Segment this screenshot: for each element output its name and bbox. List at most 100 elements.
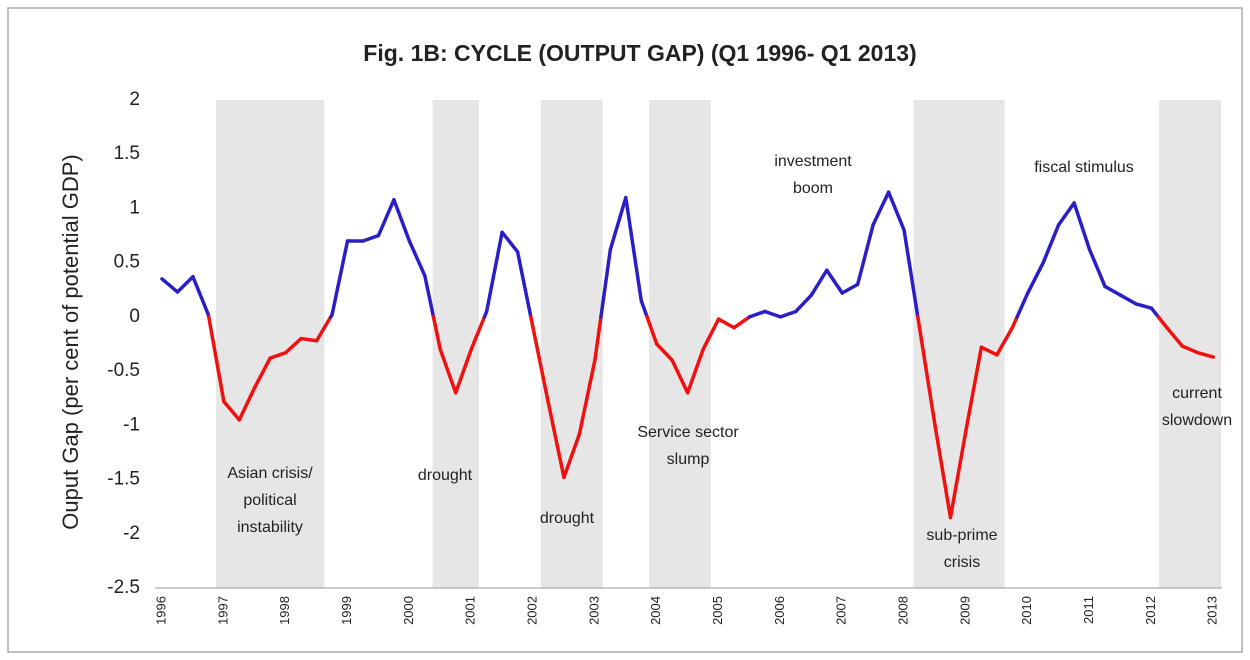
line-segment bbox=[1149, 306, 1161, 319]
x-tick-label: 2005 bbox=[710, 596, 725, 625]
line-segment bbox=[1196, 350, 1216, 359]
line-segment bbox=[809, 268, 829, 297]
shaded-band bbox=[216, 100, 325, 588]
line-segment bbox=[253, 356, 272, 390]
line-segment bbox=[546, 401, 566, 480]
x-tick-label: 2006 bbox=[772, 596, 787, 625]
line-segment bbox=[794, 293, 814, 314]
line-segment bbox=[1118, 293, 1138, 306]
x-tick-label: 1999 bbox=[339, 596, 354, 625]
x-tick-label: 2010 bbox=[1019, 596, 1034, 625]
chart-title: Fig. 1B: CYCLE (OUTPUT GAP) (Q1 1996- Q1… bbox=[363, 40, 916, 66]
line-segment bbox=[747, 309, 767, 319]
line-segment bbox=[948, 429, 968, 520]
line-segment bbox=[995, 325, 1015, 357]
shaded-band bbox=[1159, 100, 1222, 588]
line-segment bbox=[1010, 315, 1019, 330]
line-segment bbox=[423, 273, 436, 319]
annotation: political bbox=[243, 492, 296, 509]
annotation: fiscal stimulus bbox=[1034, 159, 1134, 176]
line-segment bbox=[645, 315, 659, 346]
y-tick-label: 0.5 bbox=[114, 252, 140, 273]
shaded-band bbox=[540, 100, 603, 588]
line-segment bbox=[577, 358, 597, 436]
line-segment bbox=[608, 195, 628, 252]
line-segment bbox=[237, 385, 257, 422]
y-tick-label: -2.5 bbox=[107, 577, 140, 598]
line-segment bbox=[1026, 260, 1045, 295]
shaded-band bbox=[913, 100, 1005, 588]
chart-frame bbox=[7, 7, 1243, 653]
x-tick-label: 2012 bbox=[1143, 596, 1158, 625]
annotation: sub-prime bbox=[926, 527, 997, 544]
line-segment bbox=[964, 345, 984, 433]
line-segment bbox=[886, 190, 906, 232]
y-tick-label: 2 bbox=[129, 89, 140, 110]
annotation: crisis bbox=[944, 554, 980, 571]
y-tick-label: -2 bbox=[123, 523, 140, 544]
line-segment bbox=[1165, 325, 1185, 348]
annotation: investment bbox=[774, 153, 852, 170]
annotation: drought bbox=[418, 467, 473, 484]
line-segment bbox=[685, 347, 705, 395]
line-segment bbox=[407, 239, 427, 278]
x-tick-label: 1996 bbox=[153, 596, 168, 625]
annotation: slump bbox=[667, 451, 710, 468]
line-segment bbox=[871, 190, 891, 227]
line-segment bbox=[979, 345, 999, 357]
x-tick-label: 2002 bbox=[524, 596, 539, 625]
line-segment bbox=[160, 277, 180, 294]
line-segment bbox=[1087, 247, 1107, 289]
x-tick-label: 2004 bbox=[648, 596, 663, 625]
annotation: boom bbox=[793, 180, 833, 197]
line-segment bbox=[376, 198, 396, 238]
line-segment bbox=[917, 325, 937, 428]
line-segment bbox=[1156, 315, 1169, 330]
line-segment bbox=[933, 423, 953, 520]
line-segment bbox=[531, 325, 551, 406]
line-segment bbox=[361, 233, 381, 243]
line-segment bbox=[732, 315, 752, 330]
shaded-band bbox=[648, 100, 711, 588]
line-segment bbox=[825, 268, 844, 295]
line-segment bbox=[268, 350, 288, 360]
line-segment bbox=[1015, 291, 1030, 319]
line-segment bbox=[392, 198, 412, 243]
annotation: Asian crisis/ bbox=[227, 465, 313, 482]
line-segment bbox=[1041, 222, 1061, 265]
line-segment bbox=[1103, 284, 1123, 297]
x-tick-label: 1998 bbox=[277, 596, 292, 625]
line-segment bbox=[562, 432, 582, 480]
line-segment bbox=[431, 315, 443, 352]
y-tick-label: 0 bbox=[129, 306, 140, 327]
annotation: current bbox=[1172, 385, 1222, 402]
line-segment bbox=[1056, 201, 1076, 227]
line-segment bbox=[763, 309, 783, 319]
line-segment bbox=[639, 298, 649, 319]
line-segment bbox=[1134, 302, 1154, 310]
y-axis-label: Ouput Gap (per cent of potential GDP) bbox=[58, 154, 83, 529]
line-segment bbox=[902, 228, 920, 319]
line-segment bbox=[916, 315, 922, 330]
y-tick-label: 1 bbox=[129, 197, 140, 218]
line-segment bbox=[529, 315, 535, 330]
y-tick-label: -1.5 bbox=[107, 469, 140, 490]
y-tick-label: 1.5 bbox=[114, 143, 140, 164]
y-tick-label: -1 bbox=[123, 414, 140, 435]
line-segment bbox=[515, 250, 533, 319]
y-tick-label: -0.5 bbox=[107, 360, 140, 381]
line-segment bbox=[654, 342, 674, 363]
line-segment bbox=[855, 222, 875, 287]
line-segment bbox=[283, 336, 303, 355]
line-segment bbox=[1180, 344, 1200, 355]
line-segment bbox=[778, 309, 798, 319]
x-tick-label: 2013 bbox=[1205, 596, 1220, 625]
x-tick-label: 2011 bbox=[1081, 596, 1096, 624]
line-segment bbox=[624, 195, 644, 303]
x-tick-label: 2008 bbox=[896, 596, 911, 625]
line-segment bbox=[469, 315, 487, 352]
x-tick-label: 1997 bbox=[215, 596, 230, 625]
line-segment bbox=[222, 399, 242, 422]
x-tick-label: 2009 bbox=[957, 596, 972, 625]
line-segment bbox=[1072, 201, 1092, 252]
